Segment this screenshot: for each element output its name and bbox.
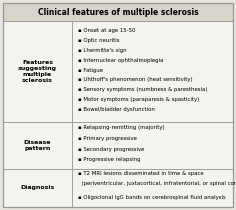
Text: ▪ Fatigue: ▪ Fatigue [78, 68, 103, 73]
Text: ▪ Primary progressive: ▪ Primary progressive [78, 136, 137, 141]
Bar [72, 122, 233, 169]
Text: Diagnosis: Diagnosis [20, 185, 55, 190]
Text: Clinical features of multiple sclerosis: Clinical features of multiple sclerosis [38, 8, 198, 17]
Text: ▪ Secondary progressive: ▪ Secondary progressive [78, 147, 145, 152]
Text: ▪ Uhthoff's phenomenon (heat sensitivity): ▪ Uhthoff's phenomenon (heat sensitivity… [78, 77, 193, 82]
Text: ▪ Lhermitte's sign: ▪ Lhermitte's sign [78, 48, 127, 53]
Text: ▪ Internuclear ophthalmoplegia: ▪ Internuclear ophthalmoplegia [78, 58, 164, 63]
Bar [3, 169, 72, 207]
Text: ▪ Motor symptoms (paraparesis & spasticity): ▪ Motor symptoms (paraparesis & spastici… [78, 97, 200, 102]
Text: ▪ Sensory symptoms (numbness & paresthesia): ▪ Sensory symptoms (numbness & paresthes… [78, 87, 208, 92]
Bar [3, 3, 233, 21]
Text: ▪ Progressive relapsing: ▪ Progressive relapsing [78, 157, 141, 162]
Text: ▪ Oligoclonal IgG bands on cerebrospinal fluid analysis: ▪ Oligoclonal IgG bands on cerebrospinal… [78, 195, 226, 200]
Text: ▪ Bowel/bladder dysfunction: ▪ Bowel/bladder dysfunction [78, 107, 155, 112]
Text: Disease
pattern: Disease pattern [24, 140, 51, 151]
Text: (periventricular, juxtacortical, infratentorial, or spinal cord): (periventricular, juxtacortical, infrate… [78, 181, 236, 186]
Bar [72, 169, 233, 207]
Text: Features
suggesting
multiple
sclerosis: Features suggesting multiple sclerosis [18, 60, 57, 83]
Bar [3, 122, 72, 169]
Text: ▪ Optic neuritis: ▪ Optic neuritis [78, 38, 120, 43]
Text: ▪ Onset at age 15-50: ▪ Onset at age 15-50 [78, 28, 136, 33]
Text: ▪ Relapsing-remitting (majority): ▪ Relapsing-remitting (majority) [78, 125, 165, 130]
Bar [72, 21, 233, 122]
Bar [3, 21, 72, 122]
Text: ▪ T2 MRI lesions disseminated in time & space: ▪ T2 MRI lesions disseminated in time & … [78, 171, 204, 176]
